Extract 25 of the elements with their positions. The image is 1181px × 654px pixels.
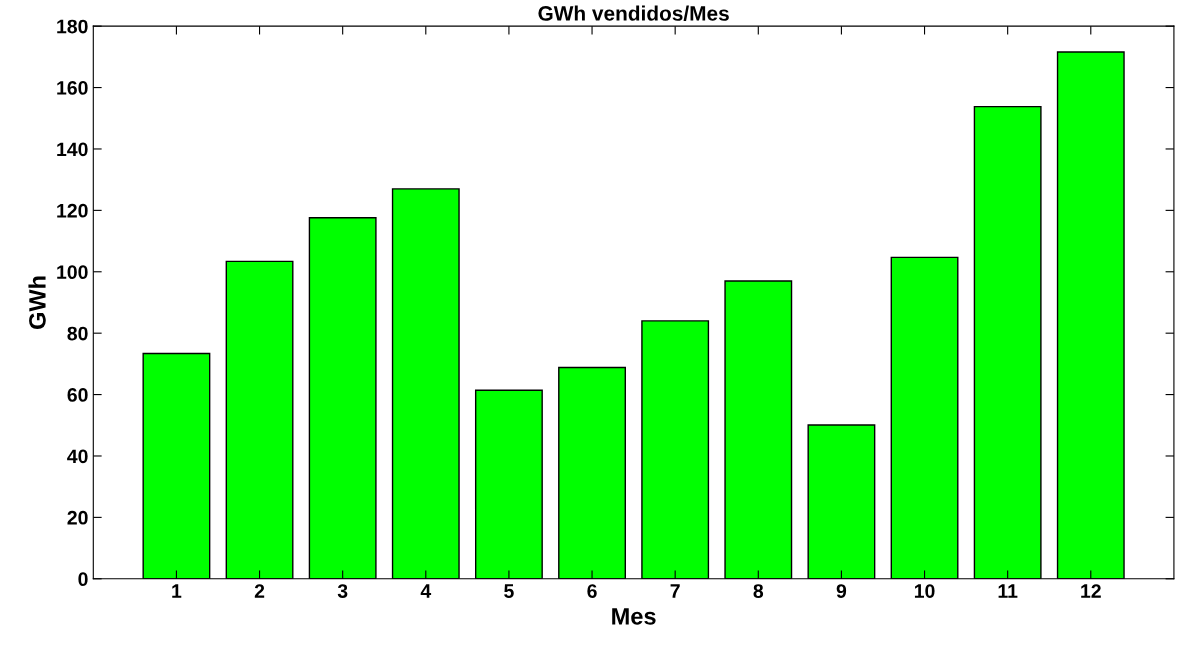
- y-tick-label: 160: [57, 81, 88, 95]
- y-tick-label: 60: [67, 388, 88, 402]
- x-tick-label: 11: [998, 584, 1018, 598]
- chart-title: GWh vendidos/Mes: [538, 5, 729, 22]
- x-tick-label: 8: [753, 584, 764, 598]
- x-tick-label: 6: [587, 584, 597, 598]
- x-axis-title: Mes: [612, 608, 656, 625]
- x-tick-label: 5: [504, 584, 514, 598]
- y-tick-label: 100: [57, 265, 88, 280]
- y-tick-label: 140: [57, 142, 88, 157]
- y-tick-label: 0: [78, 572, 88, 587]
- y-tick-label: 40: [67, 449, 88, 464]
- y-tick-label: 180: [57, 19, 88, 34]
- x-tick-label: 7: [670, 584, 680, 598]
- x-tick-label: 3: [337, 584, 348, 598]
- x-tick-label: 9: [836, 584, 847, 598]
- x-tick-label: 4: [420, 584, 432, 598]
- y-tick-label: 20: [67, 510, 88, 525]
- x-tick-label: 10: [914, 584, 935, 598]
- y-tick-label: 120: [57, 203, 88, 218]
- x-tick-label: 1: [172, 584, 182, 598]
- y-axis-title: GWh: [28, 276, 46, 330]
- x-tick-label: 12: [1081, 584, 1101, 598]
- y-tick-label: 80: [67, 326, 88, 341]
- x-tick-label: 2: [254, 584, 265, 598]
